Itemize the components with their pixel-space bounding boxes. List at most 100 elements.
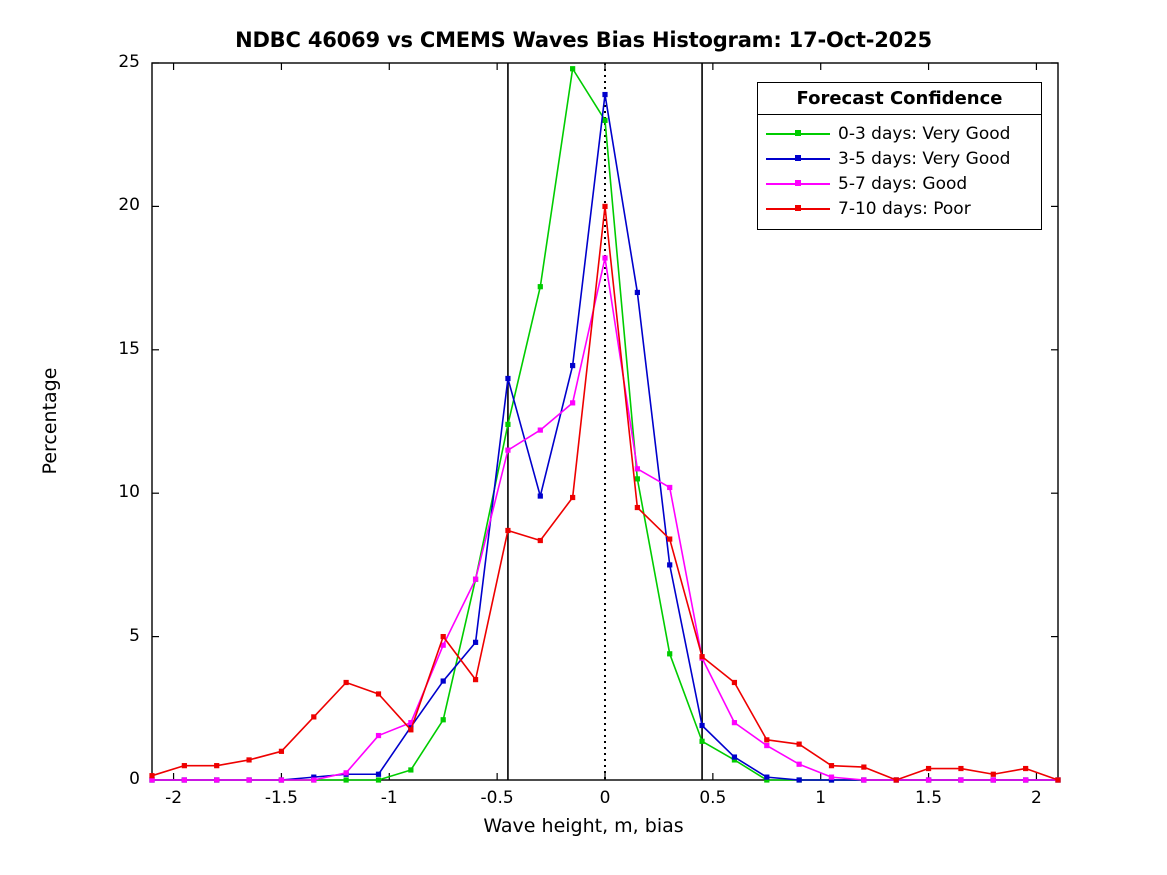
x-tick-label: 1 xyxy=(815,788,827,808)
data-point xyxy=(1055,777,1061,783)
data-point xyxy=(731,679,738,686)
data-point xyxy=(278,748,285,754)
data-point xyxy=(343,770,349,776)
legend-item-2[interactable]: 5-7 days: Good xyxy=(758,171,1041,196)
x-tick-label: -1 xyxy=(380,788,398,808)
legend-item-0[interactable]: 0-3 days: Very Good xyxy=(758,121,1041,146)
data-point xyxy=(505,447,511,453)
x-tick-label: -1.5 xyxy=(264,788,298,808)
data-point xyxy=(440,678,446,684)
legend-line-sample-icon xyxy=(766,202,830,216)
data-point xyxy=(570,362,576,369)
x-tick-label: 1.5 xyxy=(915,788,943,808)
legend-line-sample-icon xyxy=(766,152,830,166)
data-point xyxy=(731,720,738,726)
data-point xyxy=(149,777,155,783)
legend-marker-icon xyxy=(795,204,801,211)
data-point xyxy=(764,742,770,749)
data-point xyxy=(537,493,543,499)
data-point xyxy=(634,504,640,511)
data-point xyxy=(634,466,640,472)
data-point xyxy=(311,777,317,783)
data-point xyxy=(667,536,673,542)
data-point xyxy=(537,427,543,433)
data-point xyxy=(764,737,770,743)
data-point xyxy=(311,714,317,720)
data-point xyxy=(570,66,576,72)
data-point xyxy=(570,494,576,501)
data-point xyxy=(796,761,802,767)
data-point xyxy=(828,774,835,780)
x-tick-label: 0 xyxy=(599,788,611,808)
data-point xyxy=(699,654,705,660)
data-point xyxy=(1023,765,1029,772)
legend-marker-icon xyxy=(795,179,801,186)
series-2 xyxy=(149,255,1061,783)
y-tick-label: 10 xyxy=(118,482,140,503)
data-point xyxy=(440,717,446,723)
data-point xyxy=(667,484,673,491)
data-point xyxy=(634,476,640,482)
data-point xyxy=(731,754,738,760)
legend-item-3[interactable]: 7-10 days: Poor xyxy=(758,196,1041,221)
data-point xyxy=(181,763,187,769)
data-point xyxy=(699,738,705,744)
data-point xyxy=(1023,777,1029,783)
data-point xyxy=(505,375,511,382)
x-tick-label: -2 xyxy=(165,788,183,808)
data-point xyxy=(925,777,932,783)
data-point xyxy=(925,765,932,772)
legend-label: 5-7 days: Good xyxy=(838,173,968,194)
data-point xyxy=(537,284,543,290)
data-point xyxy=(667,651,673,657)
legend-line-sample-icon xyxy=(766,177,830,191)
data-point xyxy=(990,777,996,783)
data-point xyxy=(828,763,835,769)
data-point xyxy=(602,255,608,261)
y-tick-label: 15 xyxy=(118,338,140,359)
x-axis-label: Wave height, m, bias xyxy=(483,815,684,837)
data-point xyxy=(796,741,802,747)
data-point xyxy=(278,777,285,783)
chart-title: NDBC 46069 vs CMEMS Waves Bias Histogram… xyxy=(235,28,932,52)
legend-label: 3-5 days: Very Good xyxy=(838,148,1011,169)
data-point xyxy=(472,576,479,582)
data-point xyxy=(408,727,414,733)
data-point xyxy=(861,777,867,783)
data-point xyxy=(893,777,899,783)
data-point xyxy=(958,777,964,783)
data-point xyxy=(570,400,576,406)
data-point xyxy=(246,757,252,763)
legend-label: 7-10 days: Poor xyxy=(838,198,971,219)
y-tick-label: 5 xyxy=(129,625,140,646)
data-point xyxy=(667,562,673,568)
legend-label: 0-3 days: Very Good xyxy=(838,123,1011,144)
data-point xyxy=(149,773,155,779)
legend-marker-icon xyxy=(795,154,801,161)
x-tick-label: 2 xyxy=(1031,788,1042,808)
data-point xyxy=(537,537,543,544)
data-point xyxy=(602,117,608,123)
data-point xyxy=(602,91,608,98)
data-point xyxy=(861,764,867,770)
data-point xyxy=(375,691,382,697)
legend: Forecast Confidence 0-3 days: Very Good 3… xyxy=(757,82,1042,230)
data-point xyxy=(472,677,479,683)
legend-line-sample-icon xyxy=(766,127,830,141)
y-tick-label: 0 xyxy=(129,769,140,789)
y-tick-label: 20 xyxy=(118,195,140,216)
data-point xyxy=(375,732,382,739)
data-point xyxy=(764,774,770,780)
data-point xyxy=(958,765,964,772)
data-point xyxy=(602,203,608,210)
legend-item-1[interactable]: 3-5 days: Very Good xyxy=(758,146,1041,171)
data-point xyxy=(440,633,446,640)
data-point xyxy=(505,527,511,534)
legend-marker-icon xyxy=(795,129,801,136)
series-3 xyxy=(149,203,1061,783)
data-point xyxy=(699,722,705,729)
data-point xyxy=(214,777,220,783)
data-point xyxy=(214,763,220,769)
data-point xyxy=(634,289,640,296)
